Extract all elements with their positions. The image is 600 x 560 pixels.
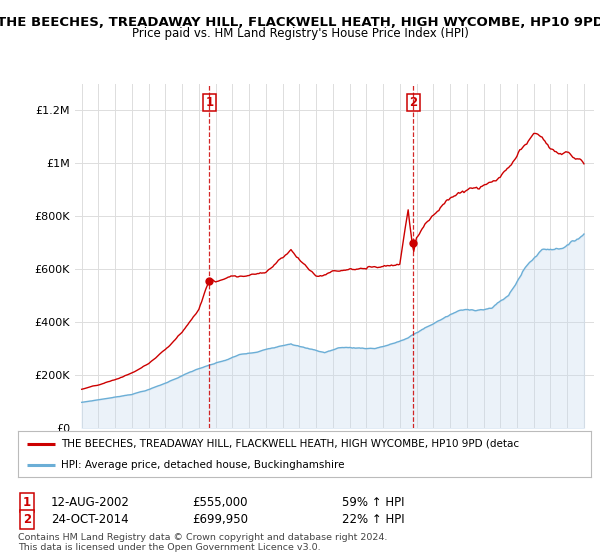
Text: 24-OCT-2014: 24-OCT-2014 <box>51 512 128 526</box>
Text: £699,950: £699,950 <box>192 512 248 526</box>
Text: THE BEECHES, TREADAWAY HILL, FLACKWELL HEATH, HIGH WYCOMBE, HP10 9PD: THE BEECHES, TREADAWAY HILL, FLACKWELL H… <box>0 16 600 29</box>
Text: Price paid vs. HM Land Registry's House Price Index (HPI): Price paid vs. HM Land Registry's House … <box>131 27 469 40</box>
Text: THE BEECHES, TREADAWAY HILL, FLACKWELL HEATH, HIGH WYCOMBE, HP10 9PD (detac: THE BEECHES, TREADAWAY HILL, FLACKWELL H… <box>61 438 519 449</box>
Text: 22% ↑ HPI: 22% ↑ HPI <box>342 512 404 526</box>
Text: 59% ↑ HPI: 59% ↑ HPI <box>342 496 404 509</box>
Text: 1: 1 <box>23 496 31 509</box>
Text: HPI: Average price, detached house, Buckinghamshire: HPI: Average price, detached house, Buck… <box>61 460 344 470</box>
Text: 2: 2 <box>409 96 418 109</box>
Text: Contains HM Land Registry data © Crown copyright and database right 2024.: Contains HM Land Registry data © Crown c… <box>18 533 388 542</box>
Text: 1: 1 <box>205 96 214 109</box>
Text: This data is licensed under the Open Government Licence v3.0.: This data is licensed under the Open Gov… <box>18 543 320 552</box>
Text: 2: 2 <box>23 512 31 526</box>
Text: £555,000: £555,000 <box>192 496 248 509</box>
Text: 12-AUG-2002: 12-AUG-2002 <box>51 496 130 509</box>
